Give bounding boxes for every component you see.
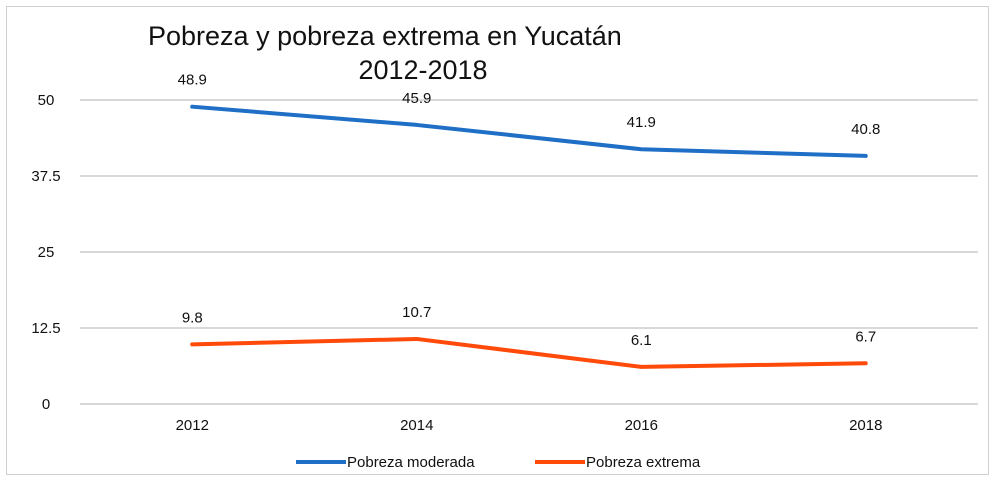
chart-title: Pobreza y pobreza extrema en Yucatán <box>148 21 622 51</box>
data-label: 48.9 <box>178 72 207 89</box>
x-tick-label: 2012 <box>176 417 209 434</box>
x-tick-label: 2018 <box>849 417 882 434</box>
x-tick-label: 2014 <box>400 417 433 434</box>
data-label: 6.1 <box>631 332 652 349</box>
y-tick-label: 0 <box>42 396 50 413</box>
data-label: 45.9 <box>402 90 431 107</box>
y-tick-label: 50 <box>38 92 55 109</box>
data-label: 10.7 <box>402 304 431 321</box>
y-tick-label: 37.5 <box>31 168 60 185</box>
series-line-moderada <box>190 104 868 158</box>
y-tick-label: 12.5 <box>31 320 60 337</box>
data-label: 40.8 <box>851 121 880 138</box>
chart-subtitle: 2012-2018 <box>358 55 487 85</box>
data-label: 9.8 <box>182 309 203 326</box>
data-label: 41.9 <box>627 114 656 131</box>
legend-label: Pobreza moderada <box>347 454 475 471</box>
series-line-extrema <box>190 336 868 369</box>
legend-label: Pobreza extrema <box>586 454 701 471</box>
x-tick-label: 2016 <box>625 417 658 434</box>
data-label: 6.7 <box>855 328 876 345</box>
y-tick-label: 25 <box>38 244 55 261</box>
chart-frame <box>6 6 989 475</box>
